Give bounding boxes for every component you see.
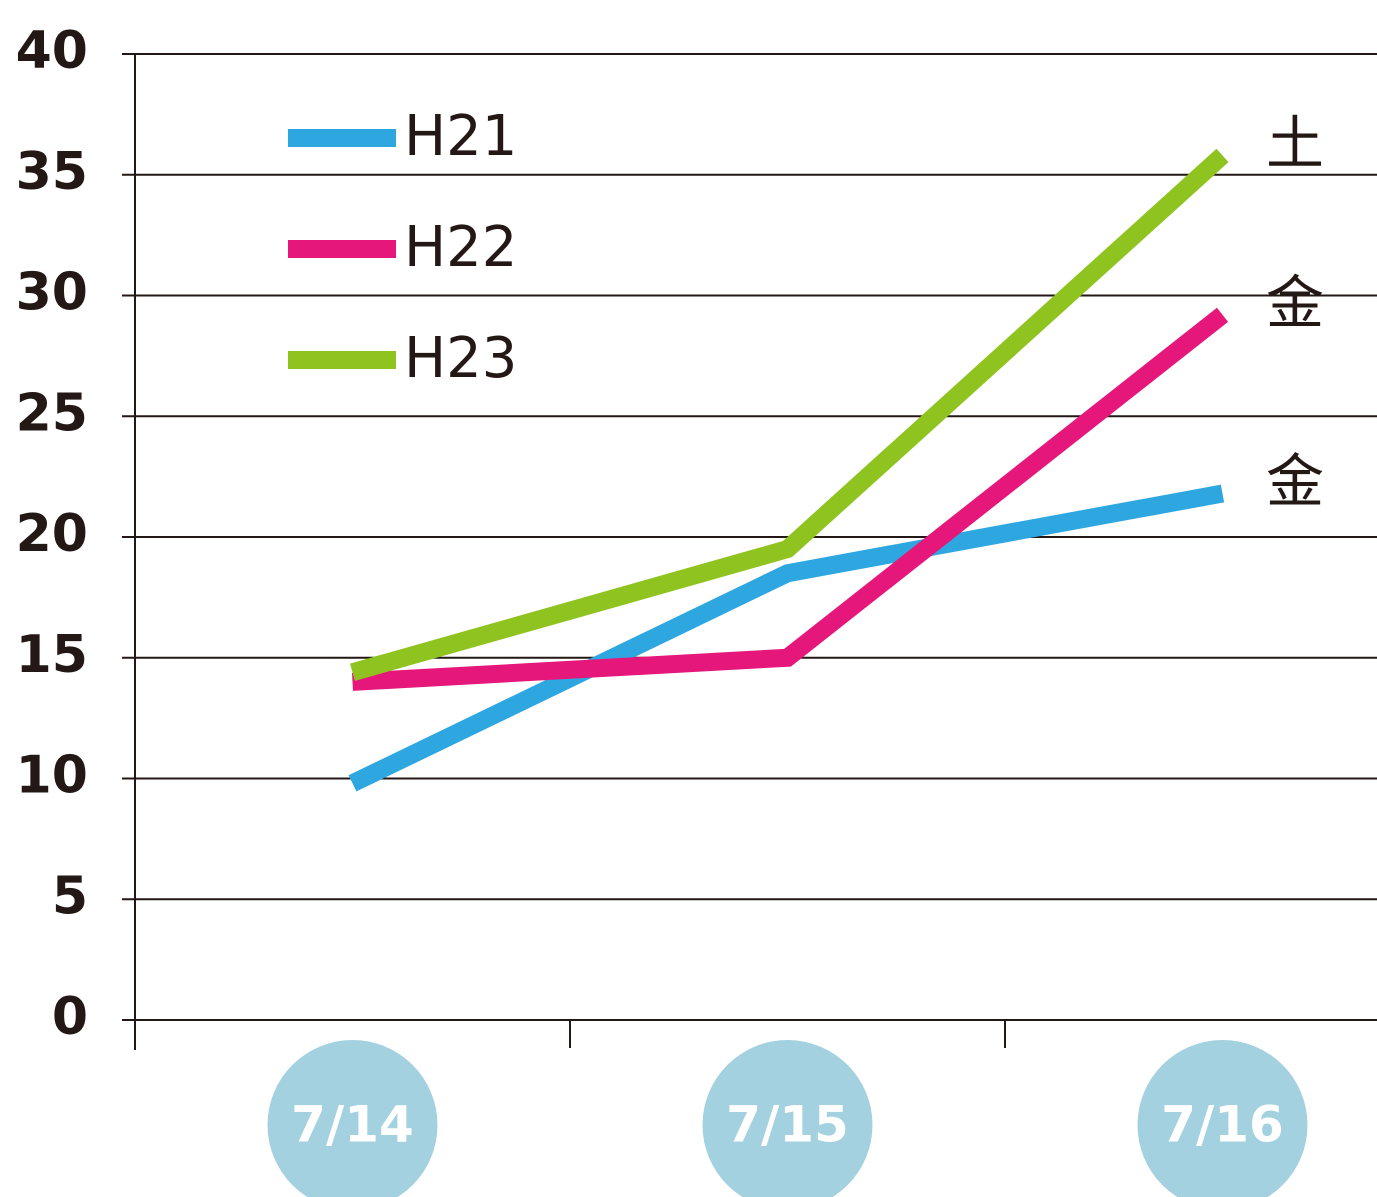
x-tick-label: 7/14 [291, 1096, 414, 1154]
y-tick-label: 20 [16, 504, 88, 564]
legend-label: H22 [404, 215, 517, 280]
series-line [348, 484, 1225, 792]
y-tick-label: 10 [16, 746, 88, 806]
x-tick-label: 7/16 [1161, 1096, 1284, 1154]
y-tick-label: 5 [52, 866, 88, 926]
y-tick-label: 15 [16, 625, 88, 685]
y-tick-label: 0 [52, 987, 88, 1047]
category-badge [702, 1040, 873, 1197]
legend-label: H21 [404, 104, 517, 169]
category-badge [1137, 1040, 1308, 1197]
legend-label: H23 [404, 326, 517, 391]
x-tick-label: 7/15 [726, 1096, 849, 1154]
y-tick-label: 25 [16, 383, 88, 443]
y-tick-label: 35 [16, 142, 88, 202]
series-line [352, 307, 1229, 691]
category-badge [267, 1040, 438, 1197]
annotation: 土 [1266, 110, 1324, 178]
y-tick-label: 30 [16, 263, 88, 323]
annotation: 金 [1266, 269, 1324, 337]
annotation: 金 [1266, 448, 1324, 516]
y-tick-label: 40 [16, 21, 88, 81]
series-line [350, 148, 1229, 681]
